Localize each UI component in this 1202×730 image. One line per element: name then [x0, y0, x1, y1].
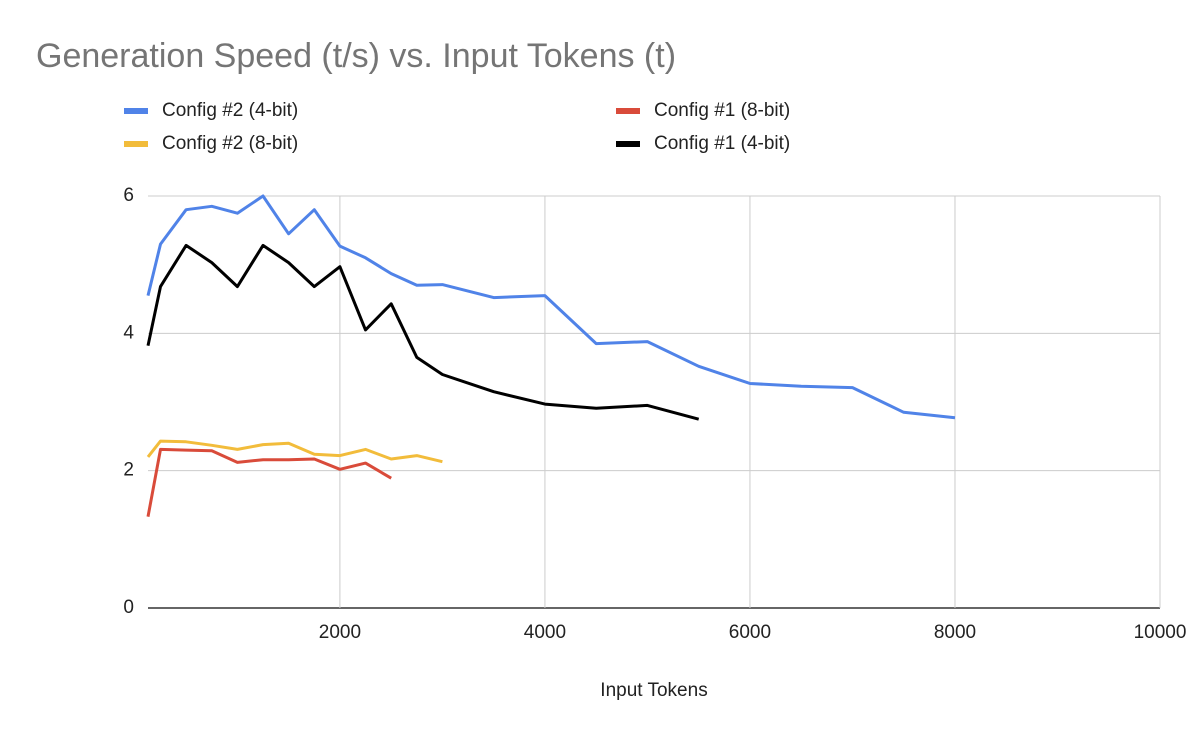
legend-swatch [616, 141, 640, 147]
legend-label: Config #2 (8-bit) [162, 133, 298, 154]
legend-swatch [124, 108, 148, 114]
y-tick-label: 0 [123, 597, 134, 618]
chart-title: Generation Speed (t/s) vs. Input Tokens … [36, 37, 676, 75]
x-tick-label: 8000 [934, 622, 976, 643]
y-tick-label: 2 [123, 460, 134, 481]
legend-label: Config #1 (8-bit) [654, 100, 790, 121]
legend-label: Config #1 (4-bit) [654, 133, 790, 154]
legend-swatch [616, 108, 640, 114]
y-tick-label: 6 [123, 185, 134, 206]
x-tick-label: 2000 [319, 622, 361, 643]
x-tick-label: 4000 [524, 622, 566, 643]
legend-swatch [124, 141, 148, 147]
x-tick-label: 6000 [729, 622, 771, 643]
series-line [146, 194, 956, 420]
x-tick-label: 10000 [1134, 622, 1187, 643]
x-axis-label: Input Tokens [600, 680, 707, 701]
series-line [146, 439, 443, 464]
legend-label: Config #2 (4-bit) [162, 100, 298, 121]
y-tick-label: 4 [123, 322, 134, 343]
series-line [146, 243, 700, 421]
series-line [146, 447, 392, 517]
